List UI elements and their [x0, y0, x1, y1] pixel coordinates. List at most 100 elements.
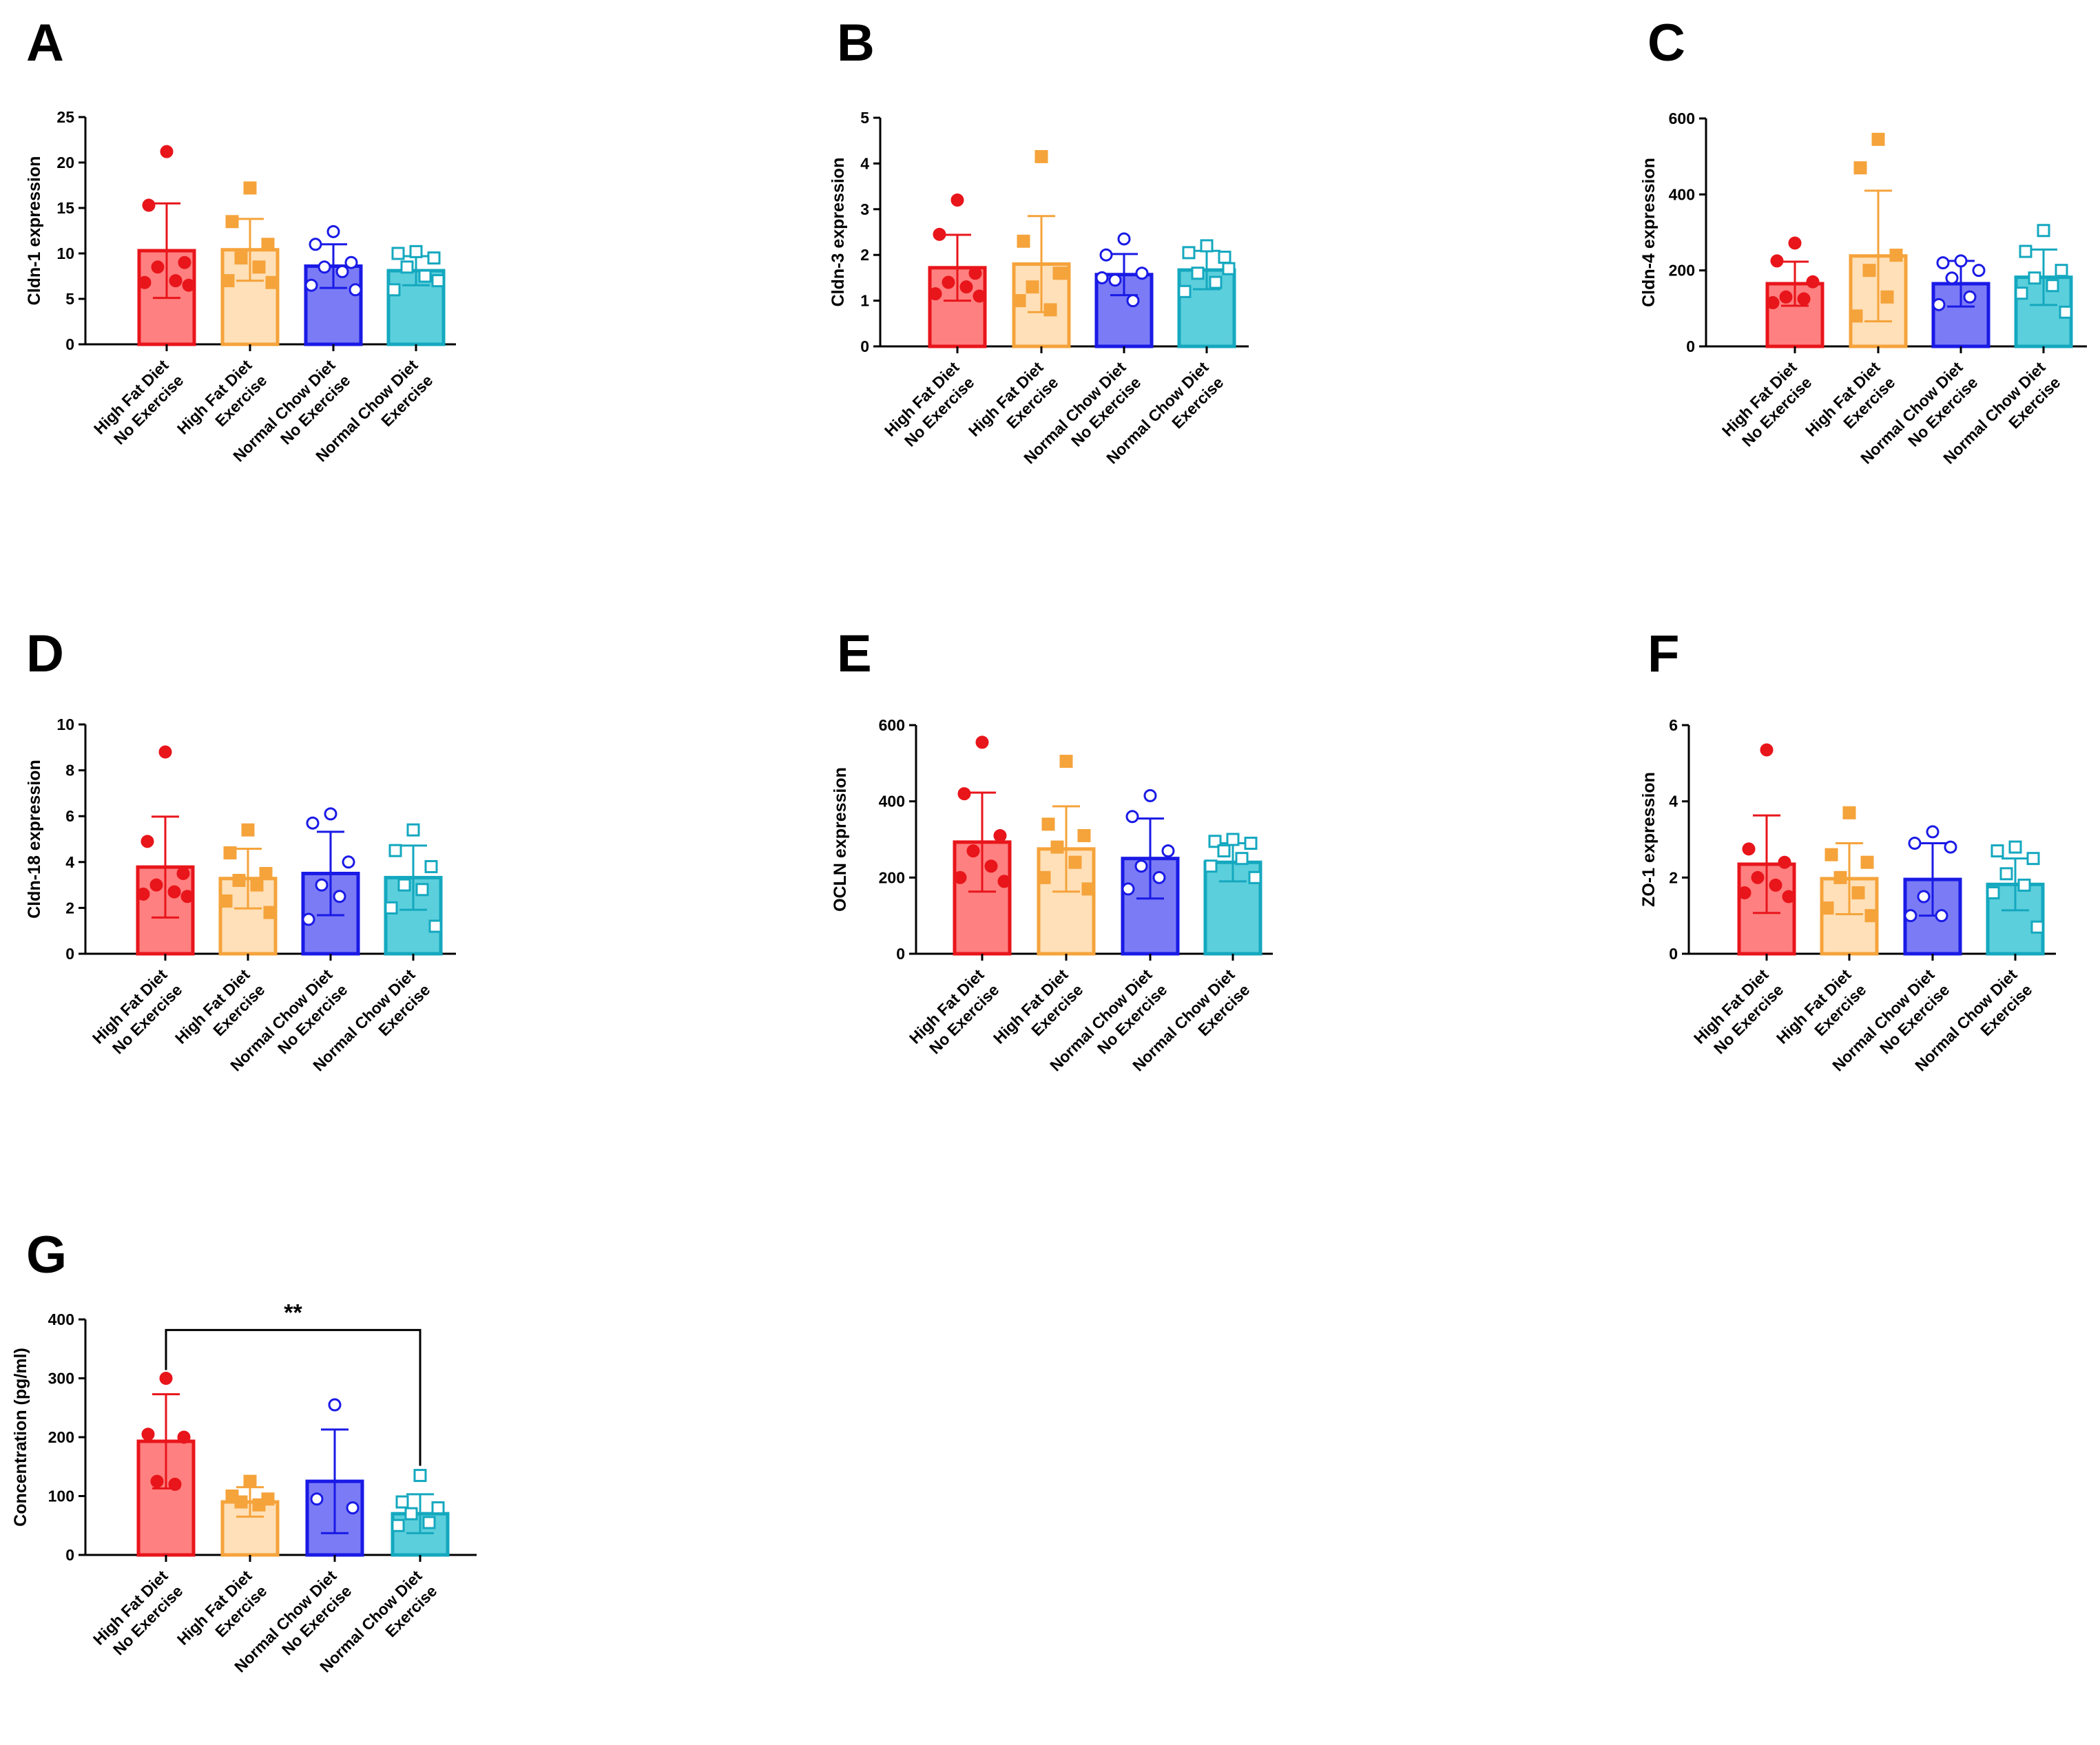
y-tick-label: 4 — [1669, 793, 1678, 811]
y-tick-label: 0 — [860, 337, 869, 355]
data-point — [141, 1428, 155, 1441]
x-tick-label: High Fat DietNo Exercise — [89, 965, 186, 1063]
data-point — [1986, 886, 2000, 899]
data-point — [1095, 271, 1109, 284]
data-point — [1226, 833, 1240, 846]
data-point — [1077, 828, 1091, 842]
data-point — [431, 1501, 445, 1515]
data-point — [2017, 878, 2031, 892]
data-point — [318, 260, 331, 274]
y-axis-title: Cldn-18 expression — [25, 760, 44, 919]
y-tick-label: 5 — [65, 290, 74, 308]
data-point — [413, 1469, 427, 1483]
significance-label: ** — [284, 1299, 302, 1326]
data-point — [324, 807, 337, 821]
data-point — [1041, 817, 1055, 831]
data-point — [1217, 844, 1231, 858]
data-point — [384, 901, 398, 915]
y-tick-label: 600 — [1669, 109, 1695, 127]
data-point — [1125, 810, 1139, 824]
data-point — [243, 1474, 257, 1488]
data-point — [1932, 297, 1946, 311]
data-point — [1833, 870, 1847, 884]
data-point — [1766, 296, 1780, 310]
x-tick-label: High Fat DietNo Exercise — [881, 358, 978, 455]
y-tick-label: 15 — [56, 199, 74, 217]
y-tick-label: 10 — [56, 715, 74, 733]
data-point — [1200, 239, 1214, 253]
panel-letter-g: G — [26, 1226, 67, 1284]
data-point — [306, 816, 320, 830]
data-point — [232, 873, 246, 887]
y-tick-label: 0 — [65, 1546, 74, 1564]
data-point — [2026, 852, 2040, 866]
data-point — [1860, 855, 1874, 869]
data-point — [1862, 264, 1876, 278]
data-point — [1806, 275, 1820, 289]
y-tick-label: 0 — [65, 945, 74, 963]
data-point — [1134, 859, 1148, 873]
x-tick-label: Normal Chow DietExercise — [316, 1567, 441, 1691]
data-point — [1135, 267, 1149, 280]
data-point — [968, 267, 982, 280]
y-tick-label: 0 — [1669, 945, 1678, 963]
data-point — [984, 859, 998, 873]
y-tick-label: 8 — [65, 762, 74, 780]
data-point — [1152, 870, 1166, 884]
data-point — [1788, 236, 1802, 250]
data-point — [428, 919, 442, 933]
data-point — [1068, 855, 1082, 869]
data-point — [1099, 248, 1113, 262]
data-point — [150, 1474, 164, 1488]
y-tick-label: 1 — [860, 292, 869, 310]
data-point — [219, 894, 233, 908]
data-point — [1178, 284, 1192, 298]
data-point — [1842, 806, 1856, 819]
data-point — [1954, 254, 1968, 268]
data-point — [1769, 878, 1782, 892]
data-point — [333, 890, 346, 903]
x-tick-label: High Fat DietNo Exercise — [1718, 358, 1816, 455]
data-point — [2059, 305, 2072, 319]
data-point — [1248, 870, 1262, 884]
data-point — [418, 269, 432, 283]
data-point — [1889, 249, 1903, 262]
data-point — [1908, 837, 1922, 850]
data-point — [1963, 290, 1977, 304]
data-point — [1126, 294, 1140, 308]
data-point — [169, 274, 183, 288]
y-tick-label: 10 — [56, 244, 74, 262]
data-point — [953, 870, 967, 884]
data-point — [1026, 280, 1039, 294]
data-point — [136, 887, 150, 901]
data-point — [1121, 882, 1135, 896]
y-tick-label: 300 — [48, 1370, 74, 1388]
data-point — [304, 278, 318, 292]
y-tick-label: 6 — [65, 807, 74, 825]
data-point — [2055, 264, 2068, 278]
data-point — [265, 275, 279, 289]
data-point — [315, 878, 329, 892]
x-tick-label: High Fat DietNo Exercise — [1690, 965, 1787, 1063]
x-tick-label: High Fat DietNo Exercise — [90, 356, 187, 453]
data-point — [180, 890, 194, 903]
x-tick-label: High Fat DietNo Exercise — [90, 1567, 187, 1664]
data-point — [168, 1477, 182, 1491]
x-tick-label: Normal Chow DietNo Exercise — [231, 1567, 355, 1691]
data-point — [335, 264, 349, 278]
panel-letter-e: E — [837, 625, 872, 683]
data-point — [424, 859, 438, 873]
data-point — [1081, 882, 1095, 896]
y-tick-label: 400 — [1669, 185, 1695, 203]
y-tick-label: 2 — [860, 246, 869, 264]
data-point — [975, 735, 989, 749]
data-point — [141, 835, 154, 848]
data-point — [431, 274, 445, 288]
data-point — [252, 260, 266, 274]
data-point — [959, 280, 973, 294]
panel-letter-f: F — [1647, 625, 1679, 683]
y-tick-label: 600 — [879, 716, 905, 734]
data-point — [225, 215, 239, 229]
data-point — [2037, 224, 2050, 238]
